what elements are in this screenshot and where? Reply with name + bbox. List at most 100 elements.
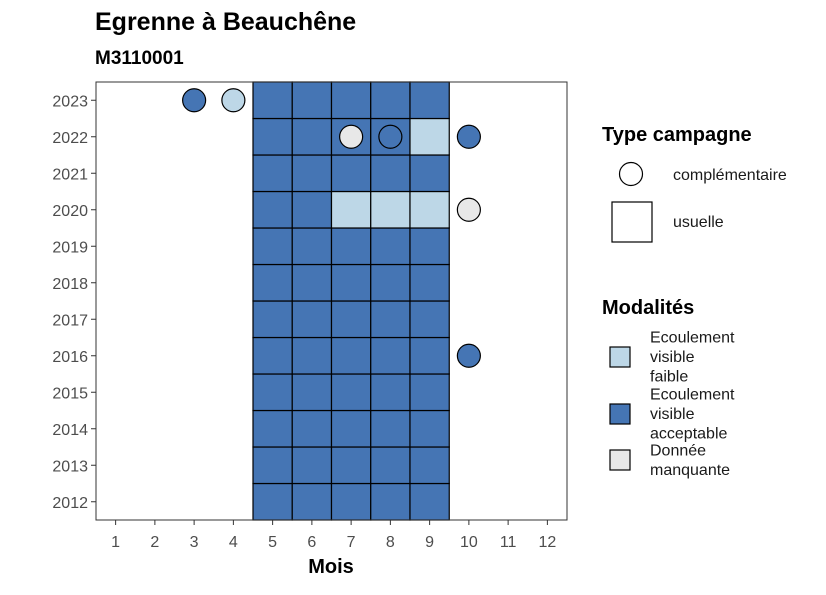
x-axis: 1 2 3 4 5 6 7 8 9 10 11 12 [111, 520, 556, 551]
tile [409, 117, 450, 156]
legend-key-label: Donnée [650, 442, 706, 459]
x-axis-title: Mois [308, 556, 354, 578]
tile [252, 117, 293, 156]
tile [252, 446, 293, 485]
tile [370, 482, 411, 521]
x-tick-label: 2 [150, 534, 159, 551]
tile [370, 300, 411, 339]
legend-key-label: visible [650, 349, 695, 366]
tile [370, 227, 411, 266]
tile [291, 446, 333, 485]
point-marker [182, 88, 207, 113]
tile [330, 190, 372, 229]
tile [252, 373, 293, 412]
x-tick-label: 7 [347, 534, 356, 551]
x-tick-label: 8 [386, 534, 395, 551]
x-tick-label: 3 [190, 534, 199, 551]
tile [409, 336, 450, 375]
tile [291, 409, 333, 448]
tile [252, 263, 293, 302]
legend-key-label: manquante [650, 462, 730, 479]
tile [370, 446, 411, 485]
y-tick-label: 2013 [52, 458, 88, 475]
tile [370, 409, 411, 448]
legend-modalites-title: Modalités [602, 297, 694, 319]
tile [330, 336, 372, 375]
tile [370, 154, 411, 193]
tile [252, 409, 293, 448]
point-layer [182, 88, 481, 368]
tile [252, 227, 293, 266]
tile [252, 154, 293, 193]
tile [291, 482, 333, 521]
tile [409, 81, 450, 120]
tile [291, 227, 333, 266]
legend-key-label: Ecoulement [650, 387, 735, 404]
legend-label-complementaire: complémentaire [673, 167, 787, 184]
legend-square-icon [611, 201, 653, 243]
tile [409, 446, 450, 485]
y-tick-label: 2020 [52, 203, 88, 220]
tile [330, 227, 372, 266]
tile [291, 373, 333, 412]
tile [291, 117, 333, 156]
y-tick-label: 2017 [52, 312, 88, 329]
tile [409, 263, 450, 302]
legend-key-label: visible [650, 406, 695, 423]
y-tick-label: 2018 [52, 276, 88, 293]
tile [252, 300, 293, 339]
legend-modalites-items: EcoulementvisiblefaibleEcoulementvisible… [609, 330, 735, 479]
tile [252, 81, 293, 120]
tile [291, 300, 333, 339]
y-tick-label: 2015 [52, 385, 88, 402]
y-tick-label: 2016 [52, 349, 88, 366]
y-tick-label: 2019 [52, 239, 88, 256]
tile [409, 227, 450, 266]
tile [330, 482, 372, 521]
x-tick-label: 11 [500, 534, 517, 551]
legend-modalites: Modalités EcoulementvisiblefaibleEcoulem… [602, 297, 735, 479]
tile [370, 336, 411, 375]
tile [330, 300, 372, 339]
tile [291, 263, 333, 302]
tile [291, 336, 333, 375]
legend-key-swatch [609, 403, 631, 425]
x-tick-label: 10 [460, 534, 478, 551]
y-tick-label: 2023 [52, 93, 88, 110]
chart-subtitle: M3110001 [95, 48, 184, 69]
y-axis: 2012 2013 2014 2015 2016 2017 2018 2019 2020 2021… [52, 93, 96, 512]
y-tick-label: 2022 [52, 130, 88, 147]
tile [330, 81, 372, 120]
y-tick-label: 2021 [52, 166, 88, 183]
point-marker [456, 197, 481, 222]
point-marker [339, 124, 364, 149]
legend-key-swatch [609, 346, 631, 368]
y-tick-label: 2014 [52, 422, 88, 439]
x-tick-label: 4 [229, 534, 238, 551]
tile [330, 446, 372, 485]
tile [330, 409, 372, 448]
x-tick-label: 9 [425, 534, 434, 551]
tile [291, 81, 333, 120]
tile [370, 190, 411, 229]
tile [370, 263, 411, 302]
legend-campaign-title: Type campagne [602, 124, 752, 146]
x-tick-label: 6 [307, 534, 316, 551]
tile [252, 482, 293, 521]
tile [330, 154, 372, 193]
legend-key-label: acceptable [650, 426, 727, 443]
tile [330, 263, 372, 302]
chart-title: Egrenne à Beauchêne [95, 8, 356, 36]
tile [330, 373, 372, 412]
tile [409, 482, 450, 521]
tile [291, 190, 333, 229]
x-tick-label: 1 [111, 534, 120, 551]
point-marker [456, 124, 481, 149]
point-marker [378, 124, 403, 149]
x-tick-label: 12 [538, 534, 556, 551]
legend-key-swatch [609, 449, 631, 471]
y-tick-label: 2012 [52, 495, 88, 512]
legend-key-label: faible [650, 369, 688, 386]
legend-key-label: Ecoulement [650, 330, 735, 347]
legend-circle-icon [618, 161, 644, 187]
